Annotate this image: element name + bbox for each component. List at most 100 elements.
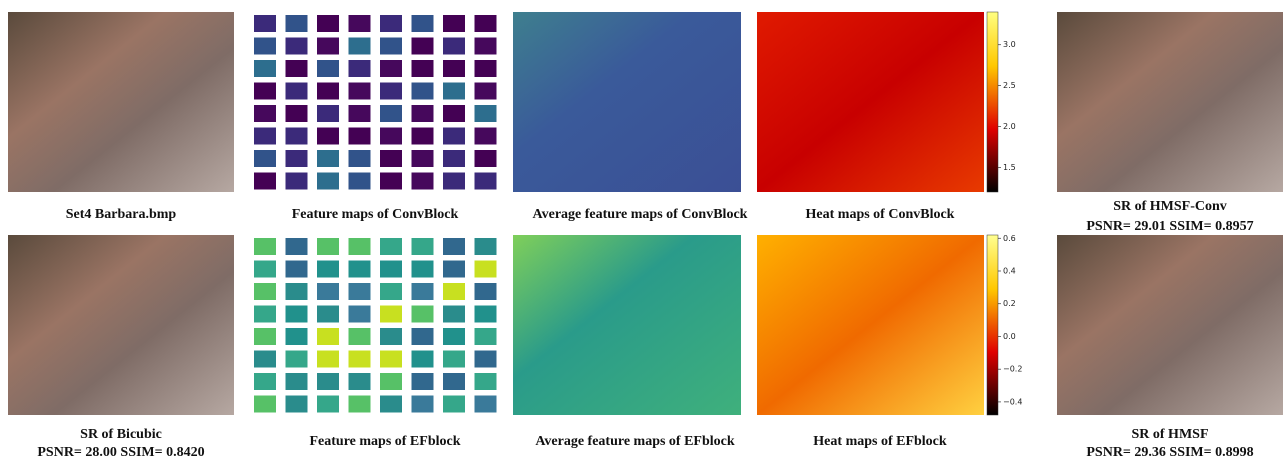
feature-map xyxy=(412,328,434,345)
feature-map xyxy=(349,38,371,55)
feature-map xyxy=(286,83,308,100)
feature-map xyxy=(349,283,371,300)
feature-map xyxy=(412,396,434,413)
tick-label: −0.4 xyxy=(1003,397,1022,406)
feature-map xyxy=(475,15,497,32)
feature-map xyxy=(317,105,339,122)
feature-map xyxy=(254,373,276,390)
feature-map xyxy=(443,83,465,100)
feature-map xyxy=(349,261,371,278)
feature-map xyxy=(286,60,308,77)
feature-map xyxy=(475,373,497,390)
feature-map xyxy=(349,128,371,145)
caption: Feature maps of EFblock xyxy=(309,434,460,449)
feature-map xyxy=(380,373,402,390)
feature-map xyxy=(317,261,339,278)
image xyxy=(757,12,984,192)
feature-map xyxy=(475,328,497,345)
caption: SR of HMSF xyxy=(1132,427,1209,442)
feature-map xyxy=(380,105,402,122)
feature-map xyxy=(443,306,465,323)
feature-map xyxy=(286,261,308,278)
tick-label: 0.4 xyxy=(1003,267,1016,276)
feature-map xyxy=(475,306,497,323)
feature-map xyxy=(443,283,465,300)
feature-map xyxy=(317,396,339,413)
feature-map xyxy=(380,238,402,255)
feature-map xyxy=(380,83,402,100)
feature-map xyxy=(317,351,339,368)
feature-map xyxy=(380,261,402,278)
feature-map xyxy=(443,396,465,413)
feature-map xyxy=(380,60,402,77)
feature-map xyxy=(412,150,434,167)
image xyxy=(8,12,234,192)
feature-map xyxy=(412,306,434,323)
feature-map xyxy=(412,283,434,300)
feature-map xyxy=(349,15,371,32)
feature-map xyxy=(254,105,276,122)
feature-map xyxy=(317,83,339,100)
feature-map xyxy=(380,128,402,145)
feature-map xyxy=(412,60,434,77)
feature-map xyxy=(475,396,497,413)
caption: SR of Bicubic xyxy=(80,427,162,442)
feature-map xyxy=(254,128,276,145)
feature-map xyxy=(349,328,371,345)
feature-map xyxy=(317,60,339,77)
feature-map xyxy=(254,15,276,32)
feature-map xyxy=(317,38,339,55)
feature-map xyxy=(443,238,465,255)
feature-map xyxy=(475,60,497,77)
feature-map xyxy=(380,328,402,345)
feature-map xyxy=(380,173,402,190)
feature-map xyxy=(443,15,465,32)
feature-map xyxy=(254,173,276,190)
feature-map xyxy=(443,105,465,122)
feature-map xyxy=(443,173,465,190)
feature-map xyxy=(443,38,465,55)
image xyxy=(757,235,984,415)
feature-map xyxy=(380,283,402,300)
feature-map xyxy=(443,128,465,145)
tick-label: 3.0 xyxy=(1003,40,1016,49)
feature-map xyxy=(412,173,434,190)
feature-map xyxy=(412,15,434,32)
feature-map xyxy=(380,306,402,323)
feature-map xyxy=(412,128,434,145)
caption: Heat maps of EFblock xyxy=(813,434,947,449)
feature-map xyxy=(286,306,308,323)
feature-map xyxy=(349,83,371,100)
feature-map xyxy=(286,150,308,167)
feature-map xyxy=(443,373,465,390)
feature-map xyxy=(380,150,402,167)
feature-map xyxy=(475,83,497,100)
caption: Set4 Barbara.bmp xyxy=(66,207,177,222)
tick-label: 0.2 xyxy=(1003,299,1016,308)
feature-map xyxy=(349,396,371,413)
feature-map xyxy=(349,150,371,167)
feature-map xyxy=(380,38,402,55)
feature-map xyxy=(475,128,497,145)
metrics: PSNR= 28.00 SSIM= 0.8420 xyxy=(37,445,204,460)
feature-map xyxy=(380,396,402,413)
feature-map xyxy=(349,306,371,323)
feature-map xyxy=(443,328,465,345)
metrics: PSNR= 29.36 SSIM= 0.8998 xyxy=(1086,445,1253,460)
caption: Average feature maps of ConvBlock xyxy=(533,207,748,222)
feature-map xyxy=(475,105,497,122)
feature-map xyxy=(286,238,308,255)
feature-map xyxy=(286,105,308,122)
feature-map xyxy=(349,60,371,77)
image xyxy=(8,235,234,415)
feature-map xyxy=(380,351,402,368)
figure: Set4 Barbara.bmp Feature maps of ConvBlo… xyxy=(0,0,1288,461)
feature-map xyxy=(443,351,465,368)
feature-map xyxy=(475,261,497,278)
feature-map xyxy=(475,173,497,190)
feature-map xyxy=(475,238,497,255)
feature-map xyxy=(286,173,308,190)
feature-map xyxy=(254,351,276,368)
feature-map xyxy=(317,328,339,345)
feature-map xyxy=(254,150,276,167)
